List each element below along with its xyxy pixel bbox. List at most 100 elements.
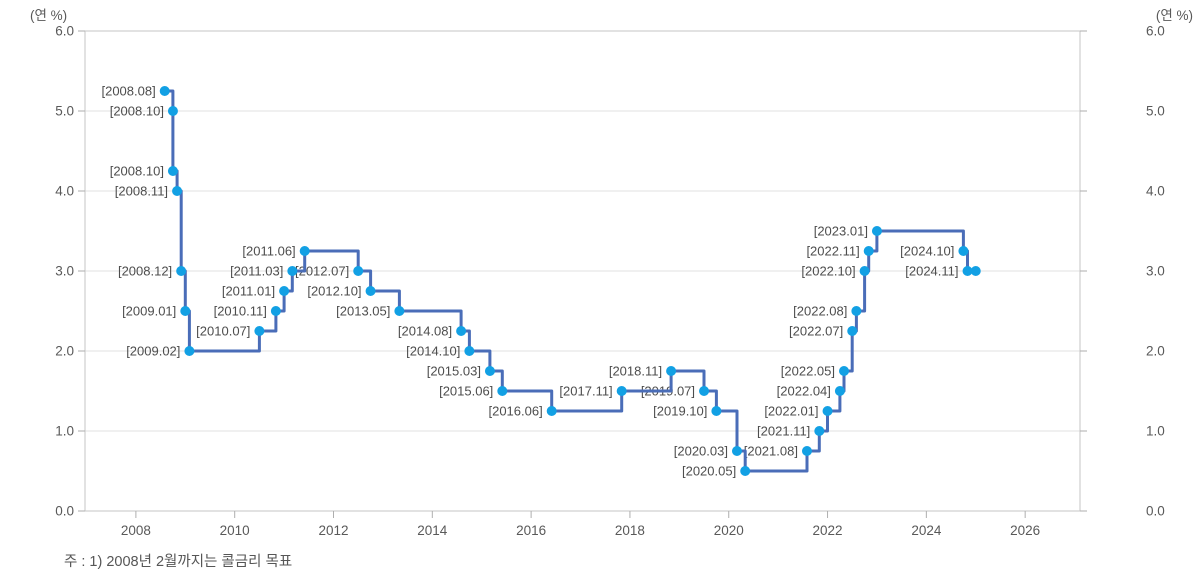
- data-point-marker: [159, 86, 170, 96]
- data-point-label: [2008.11]: [115, 184, 168, 199]
- data-point-marker: [180, 306, 191, 316]
- y-tick-label-right: 3.0: [1146, 264, 1165, 279]
- data-point-marker: [871, 226, 882, 236]
- y-tick-label-right: 0.0: [1146, 504, 1165, 519]
- data-point-label: [2022.10]: [801, 264, 855, 279]
- data-point-marker: [172, 186, 183, 196]
- y-tick-label-right: 4.0: [1146, 184, 1165, 199]
- rate-step-line: [163, 89, 978, 473]
- y-axis-unit-label-left: (연 %): [30, 8, 68, 23]
- x-tick-label: 2016: [516, 523, 546, 538]
- data-point-marker: [167, 166, 178, 176]
- y-tick-label-left: 6.0: [55, 24, 74, 39]
- data-point-label: [2020.03]: [674, 444, 728, 459]
- data-point-marker: [711, 406, 722, 416]
- data-point-marker: [287, 266, 298, 276]
- data-point-label: [2012.10]: [307, 284, 361, 299]
- series-end-marker: [970, 266, 981, 276]
- data-point-marker: [254, 326, 265, 336]
- data-point-marker: [616, 386, 627, 396]
- y-axis-unit-label-right: (연 %): [1155, 8, 1193, 23]
- x-tick-label: 2018: [615, 523, 645, 538]
- data-point-label: [2021.08]: [744, 444, 798, 459]
- data-point-marker: [847, 326, 858, 336]
- data-point-label: [2010.07]: [196, 324, 250, 339]
- x-tick-label: 2014: [417, 523, 448, 538]
- data-point-marker: [497, 386, 508, 396]
- data-point-marker: [851, 306, 862, 316]
- data-point-marker: [839, 366, 850, 376]
- data-point-marker: [184, 346, 195, 356]
- y-tick-label-right: 6.0: [1146, 24, 1165, 39]
- data-point-label: [2015.03]: [427, 364, 481, 379]
- data-point-label: [2022.08]: [793, 304, 847, 319]
- data-point-marker: [822, 406, 833, 416]
- data-point-label: [2020.05]: [682, 464, 736, 479]
- data-point-label: [2008.10]: [110, 164, 164, 179]
- data-point-marker: [962, 266, 973, 276]
- y-tick-label-right: 2.0: [1146, 344, 1165, 359]
- y-tick-label-left: 2.0: [55, 344, 74, 359]
- data-point-label: [2012.07]: [295, 264, 349, 279]
- x-tick-label: 2020: [714, 523, 744, 538]
- x-tick-label: 2012: [318, 523, 348, 538]
- data-point-label: [2011.03]: [230, 264, 283, 279]
- data-point-marker: [279, 286, 290, 296]
- y-tick-label-left: 1.0: [55, 424, 74, 439]
- x-tick-label: 2024: [911, 523, 942, 538]
- data-point-marker: [740, 466, 751, 476]
- y-tick-label-right: 1.0: [1146, 424, 1165, 439]
- data-point-marker: [353, 266, 364, 276]
- data-point-marker: [834, 386, 845, 396]
- chart-footnote: 주 : 1) 2008년 2월까지는 콜금리 목표: [64, 554, 293, 570]
- data-point-label: [2011.01]: [222, 284, 275, 299]
- y-tick-label-right: 5.0: [1146, 104, 1165, 119]
- data-point-marker: [863, 246, 874, 256]
- data-point-label: [2009.02]: [126, 344, 180, 359]
- data-point-marker: [801, 446, 812, 456]
- data-point-marker: [270, 306, 281, 316]
- data-point-label: [2008.12]: [118, 264, 172, 279]
- x-tick-label: 2010: [220, 523, 250, 538]
- data-point-label: [2015.06]: [439, 384, 493, 399]
- data-point-marker: [365, 286, 376, 296]
- data-point-label: [2023.01]: [814, 224, 868, 239]
- data-point-marker: [484, 366, 495, 376]
- y-tick-label-left: 3.0: [55, 264, 74, 279]
- data-point-label: [2022.05]: [781, 364, 835, 379]
- data-point-label: [2022.11]: [806, 244, 859, 259]
- data-point-marker: [546, 406, 557, 416]
- data-point-marker: [394, 306, 405, 316]
- data-point-label: [2022.04]: [777, 384, 831, 399]
- data-point-marker: [666, 366, 677, 376]
- data-point-marker: [456, 326, 467, 336]
- data-point-label: [2009.01]: [122, 304, 176, 319]
- data-point-marker: [958, 246, 969, 256]
- data-point-marker: [859, 266, 870, 276]
- data-point-label: [2016.06]: [488, 404, 542, 419]
- data-point-marker: [731, 446, 742, 456]
- data-point-label: [2024.11]: [905, 264, 958, 279]
- data-point-label: [2013.05]: [336, 304, 390, 319]
- y-tick-label-left: 0.0: [55, 504, 74, 519]
- data-point-label: [2022.07]: [789, 324, 843, 339]
- data-point-marker: [699, 386, 710, 396]
- data-point-marker: [167, 106, 178, 116]
- data-point-label: [2021.11]: [757, 424, 810, 439]
- data-point-label: [2014.10]: [406, 344, 460, 359]
- data-point-label: [2018.11]: [609, 364, 662, 379]
- data-point-marker: [464, 346, 475, 356]
- data-point-label: [2019.10]: [653, 404, 707, 419]
- x-tick-label: 2008: [121, 523, 151, 538]
- data-point-label: [2014.08]: [398, 324, 452, 339]
- data-point-label: [2010.11]: [214, 304, 267, 319]
- x-tick-label: 2026: [1010, 523, 1040, 538]
- data-point-label: [2008.08]: [101, 84, 155, 99]
- data-point-label: [2011.06]: [242, 244, 295, 259]
- data-point-label: [2024.10]: [900, 244, 954, 259]
- data-point-label: [2008.10]: [110, 104, 164, 119]
- y-tick-label-left: 5.0: [55, 104, 74, 119]
- data-point-marker: [814, 426, 825, 436]
